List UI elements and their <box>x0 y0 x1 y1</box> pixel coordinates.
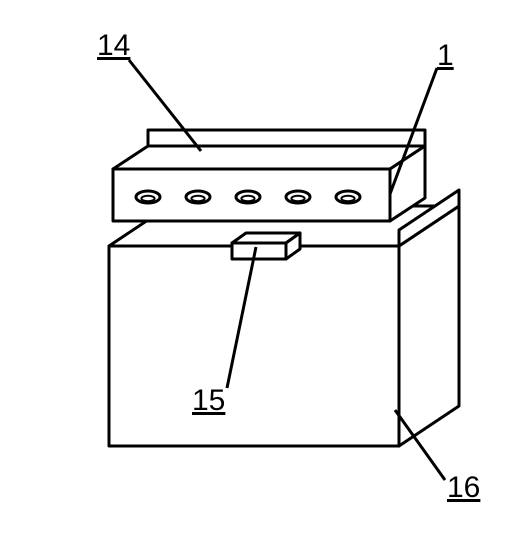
tab-front <box>232 243 286 259</box>
label-15: 15 <box>192 384 225 417</box>
technical-diagram: 14 1 15 16 <box>0 0 530 543</box>
label-16: 16 <box>447 471 480 504</box>
label-14: 14 <box>97 29 130 62</box>
bar-top <box>113 146 425 169</box>
box-right <box>399 206 459 446</box>
label-1: 1 <box>437 39 454 72</box>
box-front <box>109 246 399 446</box>
